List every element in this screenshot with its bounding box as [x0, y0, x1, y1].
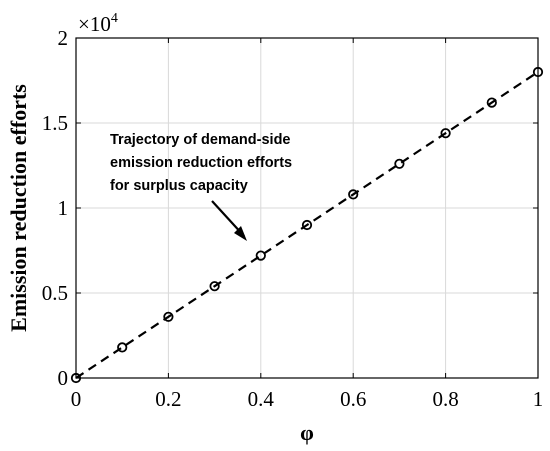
data-point-marker	[301, 219, 313, 231]
grid	[75, 37, 539, 379]
data-point-marker	[163, 311, 174, 322]
data-point-marker	[348, 189, 359, 200]
series-line	[75, 71, 539, 379]
x-tick-label: 0.2	[155, 387, 181, 411]
annotation-line-1: Trajectory of demand-side	[110, 132, 291, 148]
x-axis-label: φ	[300, 420, 314, 445]
annotation: Trajectory of demand-side emission reduc…	[110, 132, 292, 241]
x-tick-label: 0	[71, 387, 82, 411]
y-axis-multiplier: ×104	[78, 11, 118, 36]
y-tick-label: 0.5	[42, 281, 68, 305]
x-tick-label: 0.8	[432, 387, 458, 411]
y-tick-label: 2	[58, 26, 69, 50]
data-point-marker	[255, 250, 266, 261]
y-axis-tick-labels: 0 0.5 1 1.5 2	[42, 26, 68, 390]
y-tick-label: 1.5	[42, 111, 68, 135]
data-point-marker	[394, 158, 405, 169]
x-tick-label: 1	[533, 387, 544, 411]
y-axis-multiplier-base: ×10	[78, 12, 111, 36]
y-axis-multiplier-exponent: 4	[111, 11, 118, 26]
data-point-marker	[440, 128, 451, 139]
data-point-marker	[532, 66, 544, 78]
y-tick-label: 1	[58, 196, 69, 220]
x-tick-label: 0.4	[248, 387, 275, 411]
x-axis-tick-labels: 0 0.2 0.4 0.6 0.8 1	[71, 387, 544, 411]
annotation-arrowhead	[234, 226, 247, 241]
y-axis-label: Emission reduction efforts	[6, 84, 31, 332]
y-tick-label: 0	[58, 366, 69, 390]
plot-area-frame	[75, 37, 539, 379]
annotation-line-2: emission reduction efforts	[110, 155, 292, 171]
series	[70, 66, 544, 384]
annotation-line-3: for surplus capacity	[110, 178, 248, 194]
x-tick-label: 0.6	[340, 387, 366, 411]
data-point-marker	[486, 97, 497, 108]
data-point-marker	[70, 372, 82, 384]
data-point-marker	[209, 281, 220, 292]
data-point-marker	[117, 342, 128, 353]
